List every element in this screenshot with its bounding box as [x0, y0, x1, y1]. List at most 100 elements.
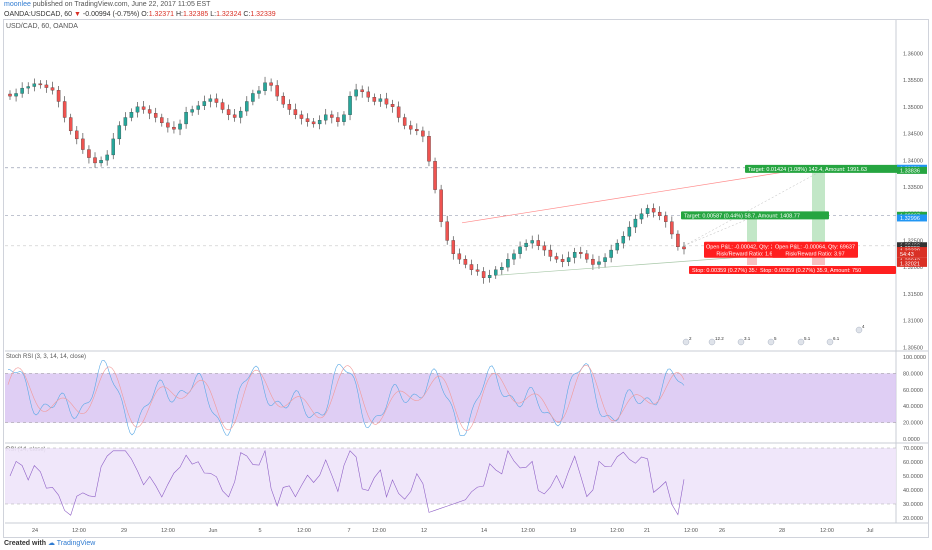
candle-body — [299, 114, 304, 119]
candle-body — [20, 87, 24, 94]
low-value: 1.32324 — [216, 11, 242, 18]
position-target-zone — [812, 168, 825, 246]
time-axis-label: 19 — [570, 528, 576, 534]
event-flag-icon — [767, 338, 775, 346]
candle-body — [445, 221, 449, 241]
position-1-stop-label: Stop: 0.00359 (0.27%) 35.9, Amount: 750 — [692, 268, 793, 274]
position-1-pnl-bg — [704, 241, 788, 258]
candle-body — [263, 82, 267, 91]
price-tick-label: 1.35000 — [903, 105, 923, 111]
time-axis-label: 12 — [421, 528, 427, 534]
candle-body — [670, 221, 674, 235]
stoch-d-line — [7, 364, 685, 431]
time-axis-label: 12:00 — [684, 528, 698, 534]
candle-body — [439, 189, 443, 222]
candle-body — [81, 138, 85, 150]
event-badge — [682, 338, 690, 346]
event-badge — [826, 338, 834, 346]
candle-body — [354, 89, 358, 97]
time-axis-label: Jul — [866, 528, 873, 534]
price-tick-label: 1.32500 — [903, 238, 923, 244]
price-axis-tag: 1.32021 — [900, 261, 920, 267]
candle-body — [657, 211, 662, 217]
candle-body — [621, 236, 626, 244]
candle-body — [639, 213, 644, 220]
candle-body — [579, 252, 583, 254]
author-link[interactable]: moonlee — [4, 1, 31, 8]
candle-body — [317, 120, 322, 125]
event-badge-count: 2 — [689, 336, 692, 341]
open-value: 1.32371 — [148, 11, 174, 18]
time-axis-label: 21 — [644, 528, 650, 534]
candle-body — [384, 98, 389, 105]
stoch-tick-label: 80.0000 — [903, 371, 923, 377]
candle-body — [518, 246, 522, 254]
position-1-open-pnl: Open P&L: -0.00042, Qty: 24000 — [706, 244, 786, 250]
candle-body — [597, 261, 601, 265]
candle-body — [396, 106, 401, 118]
candle-body — [50, 87, 55, 91]
candle-body — [275, 85, 279, 97]
candle-body — [433, 161, 437, 190]
candle-body — [38, 83, 43, 86]
price-tick-label: 1.31500 — [903, 292, 923, 298]
candle-body — [281, 95, 285, 105]
candle-body — [402, 117, 407, 126]
symbol-name: OANDA:USDCAD, 60 — [4, 11, 73, 18]
event-badge-count: 4 — [862, 324, 865, 329]
publish-info: published on TradingView.com, June 22, 2… — [32, 1, 211, 8]
position-2-stop-label-bg — [757, 266, 896, 275]
candle-body — [627, 226, 632, 237]
price-axis-tag: 1.32996 — [900, 216, 920, 222]
candle-body — [463, 258, 468, 265]
candle-body — [141, 106, 146, 110]
rsi-tick-label: 30.0000 — [903, 502, 923, 508]
tradingview-logo-icon[interactable]: ☁ — [47, 540, 55, 547]
candle-body — [123, 117, 128, 126]
candle-body — [117, 125, 122, 140]
candle-body — [664, 215, 668, 222]
candle-body — [160, 117, 164, 124]
candle-body — [178, 123, 182, 130]
stoch-tick-label: 20.0000 — [903, 421, 923, 427]
rsi-tick-label: 70.0000 — [903, 446, 923, 452]
price-axis-tag-bg — [897, 214, 927, 222]
candle-body — [62, 101, 67, 118]
candle-body — [105, 154, 109, 161]
price-change: -0.00994 (-0.75%) — [82, 11, 140, 18]
candle-body — [554, 256, 559, 260]
tradingview-brand[interactable]: TradingView — [56, 540, 96, 547]
candle-body — [591, 258, 595, 265]
candle-body — [202, 101, 207, 106]
position-2-open-pnl: Open P&L: -0.00064, Qty: 69637 — [775, 244, 855, 250]
event-flag-icon — [708, 338, 716, 346]
candle-body — [190, 109, 194, 113]
position-2-risk-reward: Risk/Reward Ratio: 3.97 — [785, 251, 844, 257]
chart-frame — [3, 19, 929, 538]
candle-body — [342, 114, 346, 122]
time-axis-label: 5 — [258, 528, 261, 534]
candle-body — [184, 112, 188, 125]
price-axis-tag-bg — [897, 259, 927, 267]
candle-body — [615, 242, 619, 251]
price-axis-tag: 1.33836 — [900, 168, 920, 174]
event-badge-count: 12.2 — [715, 336, 724, 341]
candle-body — [530, 240, 534, 244]
time-axis-label: 12:00 — [820, 528, 834, 534]
publish-line: moonlee published on TradingView.com, Ju… — [4, 1, 210, 8]
position-path-line — [683, 168, 826, 247]
candle-body — [226, 109, 231, 115]
candle-body — [99, 160, 103, 164]
candle-body — [487, 275, 492, 278]
candle-body — [409, 125, 413, 130]
candle-body — [172, 126, 176, 130]
price-tick-label: 1.32000 — [903, 265, 923, 271]
high-value: 1.32385 — [182, 11, 209, 18]
candle-body — [378, 98, 383, 102]
event-badge-count: 3.1 — [744, 336, 751, 341]
time-axis-label: 26 — [719, 528, 725, 534]
candle-body — [651, 208, 656, 213]
candle-body — [585, 253, 589, 260]
stoch-tick-label: 100.0000 — [903, 355, 926, 361]
